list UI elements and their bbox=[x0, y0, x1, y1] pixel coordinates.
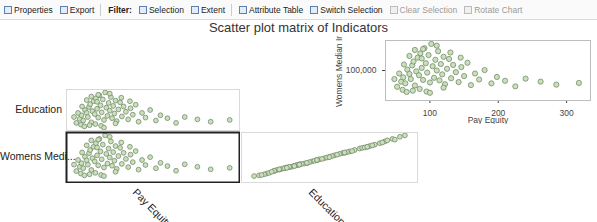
html-text:Export: Export bbox=[69, 4, 95, 15]
svg-text:100,000: 100,000 bbox=[346, 65, 377, 75]
html-text:Switch Selection: Switch Selection bbox=[320, 4, 383, 15]
html-text:Extent: Extent bbox=[200, 4, 225, 15]
svg-text:200: 200 bbox=[491, 107, 506, 118]
html-text:Selection: Selection bbox=[149, 4, 184, 15]
html-text:Attribute Table: Attribute Table bbox=[249, 4, 304, 15]
html-text:Filter:: Filter: bbox=[108, 4, 132, 15]
svg-text:Pay Equity: Pay Equity bbox=[468, 115, 509, 125]
html-text:Properties: Properties bbox=[14, 4, 53, 15]
html-text:Womens Medi...: Womens Medi... bbox=[0, 150, 76, 162]
html-text:Scatter plot matrix of Indicat: Scatter plot matrix of Indicators bbox=[208, 20, 389, 35]
html-text:Clear Selection: Clear Selection bbox=[399, 4, 458, 15]
svg-text:300: 300 bbox=[559, 108, 573, 118]
html-text:Education: Education bbox=[15, 102, 62, 115]
svg-text:100: 100 bbox=[423, 108, 437, 118]
html-text:Rotate Chart: Rotate Chart bbox=[474, 4, 523, 15]
svg-text:Womens Median In: Womens Median In bbox=[334, 36, 344, 107]
